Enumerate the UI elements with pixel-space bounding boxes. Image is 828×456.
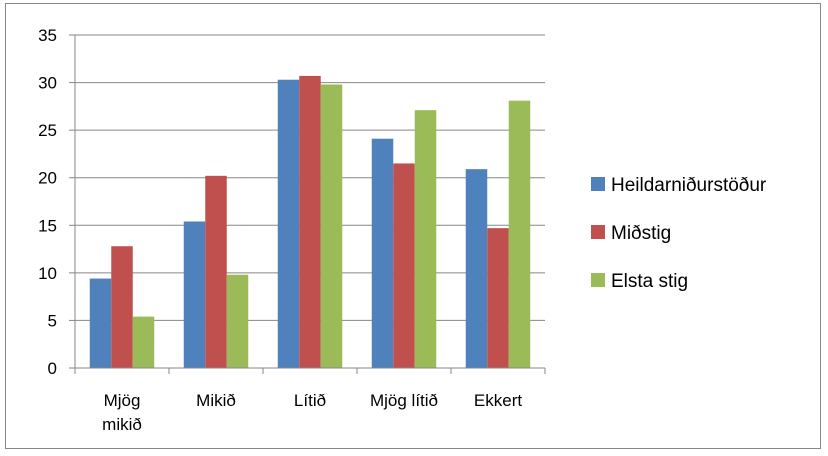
- bar: [371, 138, 394, 368]
- bar: [111, 246, 133, 368]
- y-tick-label: 15: [38, 216, 57, 235]
- legend-swatch: [591, 177, 605, 191]
- bar: [393, 163, 415, 368]
- bar: [183, 221, 206, 368]
- bar: [132, 316, 155, 368]
- bar: [299, 75, 321, 368]
- y-axis-ticks: 0 5 10 15 20 25 30 35: [38, 26, 57, 378]
- legend: Heildarniðurstöður Miðstig Elsta stig: [591, 175, 767, 292]
- x-axis-ticks: Mjög mikið Mikið Lítið Mjög lítið Ekkert: [102, 391, 522, 434]
- bar: [465, 169, 488, 368]
- bar: [508, 100, 531, 369]
- y-tick-label: 25: [38, 121, 57, 140]
- legend-label: Elsta stig: [611, 271, 688, 292]
- legend-label: Miðstig: [611, 223, 671, 244]
- x-tick-label: mikið: [102, 415, 142, 434]
- bar: [320, 84, 343, 368]
- x-tick-label: Mjög: [104, 391, 141, 410]
- bar: [89, 278, 112, 368]
- bar: [205, 175, 227, 368]
- bar: [226, 274, 249, 368]
- axes: [74, 35, 546, 374]
- bar: [277, 79, 300, 369]
- x-tick-label: Mikið: [196, 391, 236, 410]
- y-tick-label: 5: [48, 311, 57, 330]
- legend-swatch: [591, 273, 605, 287]
- bar: [487, 228, 509, 368]
- bar: [414, 110, 437, 369]
- y-tick-label: 10: [38, 264, 57, 283]
- legend-label: Heildarniðurstöður: [611, 175, 767, 196]
- x-tick-label: Lítið: [294, 391, 326, 410]
- legend-swatch: [591, 225, 605, 239]
- x-tick-label: Ekkert: [474, 391, 522, 410]
- y-tick-label: 30: [38, 74, 57, 93]
- x-tick-label: Mjög lítið: [370, 391, 438, 410]
- y-tick-label: 20: [38, 169, 57, 188]
- bars: [89, 75, 531, 369]
- y-tick-label: 35: [38, 26, 57, 45]
- y-tick-label: 0: [48, 359, 57, 378]
